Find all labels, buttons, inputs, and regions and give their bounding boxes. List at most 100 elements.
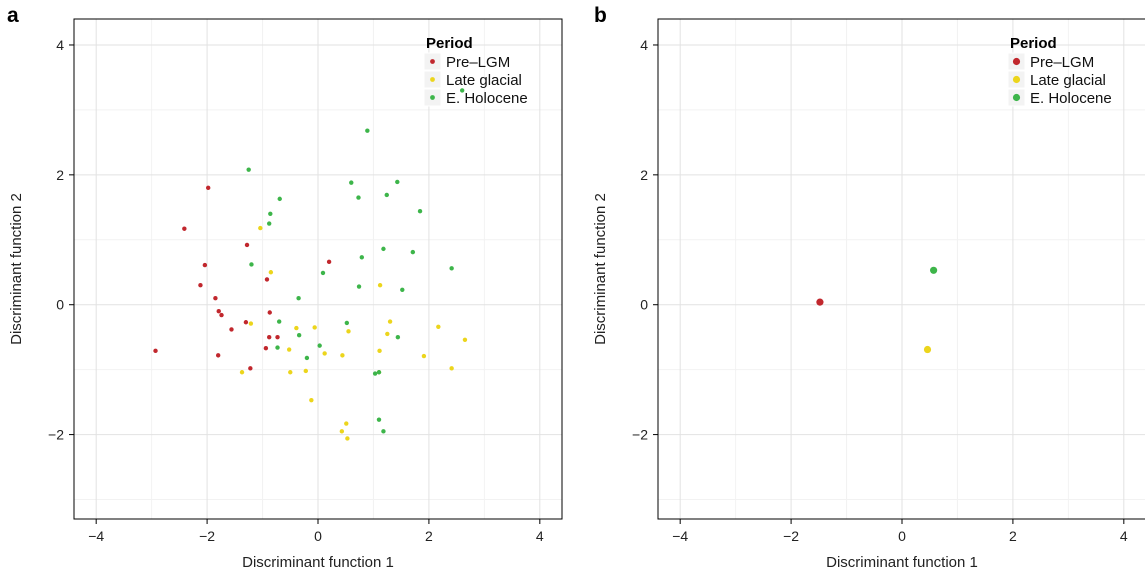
panel-letter-a: a (7, 4, 19, 27)
x-tick-label: 2 (425, 528, 433, 544)
data-point-series-3 (400, 287, 405, 292)
y-tick-label: 2 (56, 167, 64, 183)
data-point-series-2 (385, 331, 390, 337)
data-point-series-3 (372, 371, 378, 376)
data-point-series-3 (356, 284, 362, 289)
panel-letter-b: b (594, 4, 607, 27)
data-point-series-3 (296, 333, 302, 338)
legend-label-1: Pre–LGM (1030, 54, 1094, 71)
y-tick-label: −2 (632, 427, 648, 443)
legend-label-3: E. Holocene (1030, 90, 1112, 107)
data-point-series-3 (277, 196, 282, 202)
data-point-series-1 (206, 185, 211, 191)
x-tick-label: 0 (314, 528, 322, 544)
legend-label-3: E. Holocene (446, 90, 528, 107)
chart-panel-b: −4 −2 0 2 4 −2 0 2 4 Discriminant function 1 Discr… (592, 18, 1145, 571)
data-point-series-2 (322, 351, 327, 356)
y-tick-label: 2 (640, 167, 648, 183)
data-point-series-1 (216, 309, 221, 314)
y-tick-label: −2 (48, 427, 64, 443)
data-point-series-3 (376, 370, 382, 375)
data-point-series-1 (244, 242, 250, 248)
data-point-series-1 (816, 298, 824, 306)
data-point-series-3 (930, 266, 938, 274)
data-point-series-2 (340, 353, 345, 358)
data-point-series-1 (275, 334, 280, 340)
data-point-series-2 (462, 337, 468, 342)
x-axis-title: Discriminant function 1 (826, 554, 978, 571)
x-tick-label: −2 (783, 528, 799, 544)
data-point-series-1 (202, 262, 208, 268)
x-tick-label: 2 (1009, 528, 1017, 544)
legend-title: Period (1010, 35, 1057, 52)
data-point-series-1 (267, 310, 272, 315)
data-point-series-2 (377, 283, 383, 288)
data-point-series-2 (387, 319, 393, 324)
data-point-series-2 (294, 325, 299, 331)
data-point-series-1 (213, 296, 218, 301)
y-axis-title: Discriminant function 2 (8, 193, 25, 345)
data-point-series-1 (219, 312, 224, 318)
x-tick-label: −2 (199, 528, 215, 544)
data-point-series-2 (345, 436, 350, 441)
data-point-series-1 (243, 320, 249, 325)
y-tick-label: 4 (56, 37, 64, 53)
data-point-series-3 (356, 195, 361, 200)
legend-label-2: Late glacial (1030, 72, 1106, 89)
data-point-series-3 (275, 345, 280, 350)
data-point-series-3 (395, 334, 401, 340)
data-point-series-2 (436, 324, 441, 329)
data-point-series-3 (267, 221, 272, 226)
chart-panel-a: −4 −2 0 2 4 −2 0 2 4 Discriminant function 1 Discr… (8, 18, 563, 571)
x-axis-title: Discriminant function 1 (242, 554, 394, 571)
data-point-series-2 (268, 270, 274, 275)
data-point-series-3 (376, 417, 382, 422)
y-tick-label: 0 (640, 297, 648, 313)
data-point-series-3 (317, 343, 322, 348)
data-point-series-3 (296, 296, 301, 301)
data-point-series-2 (239, 370, 245, 375)
data-point-series-3 (304, 355, 310, 361)
data-point-series-3 (449, 266, 454, 271)
data-point-series-1 (215, 353, 221, 358)
data-point-series-2 (377, 348, 382, 354)
data-point-series-2 (421, 353, 427, 359)
data-point-series-3 (344, 320, 350, 326)
data-point-series-3 (381, 429, 386, 434)
data-point-series-2 (309, 397, 314, 403)
y-tick-label: 0 (56, 297, 64, 313)
data-point-series-2 (923, 345, 932, 354)
data-point-series-3 (268, 211, 273, 217)
data-point-series-2 (346, 329, 351, 334)
legend-label-1: Pre–LGM (446, 54, 510, 71)
data-point-series-1 (326, 259, 332, 265)
data-point-series-1 (267, 334, 272, 340)
legend-label-2: Late glacial (446, 72, 522, 89)
data-point-series-2 (449, 366, 454, 371)
data-point-series-3 (417, 209, 423, 214)
data-point-series-3 (276, 319, 282, 324)
data-point-series-3 (359, 255, 365, 260)
legend-marker-2 (1012, 75, 1021, 84)
data-point-series-3 (249, 262, 254, 267)
x-tick-label: −4 (88, 528, 104, 544)
data-point-series-3 (320, 270, 326, 276)
data-point-series-1 (248, 366, 253, 371)
data-point-series-3 (384, 192, 389, 198)
data-point-series-2 (286, 347, 292, 352)
data-point-series-3 (459, 88, 465, 93)
data-point-series-1 (198, 283, 203, 288)
legend-marker-3 (430, 95, 435, 100)
data-point-series-1 (264, 277, 270, 282)
data-point-series-3 (246, 167, 251, 172)
data-point-series-3 (349, 180, 354, 185)
x-tick-label: 4 (536, 528, 544, 544)
data-point-series-2 (303, 368, 308, 374)
y-tick-label: 4 (640, 37, 648, 53)
data-point-series-2 (344, 421, 349, 426)
data-point-series-1 (153, 348, 158, 354)
x-tick-label: −4 (672, 528, 688, 544)
data-point-series-2 (288, 370, 293, 375)
